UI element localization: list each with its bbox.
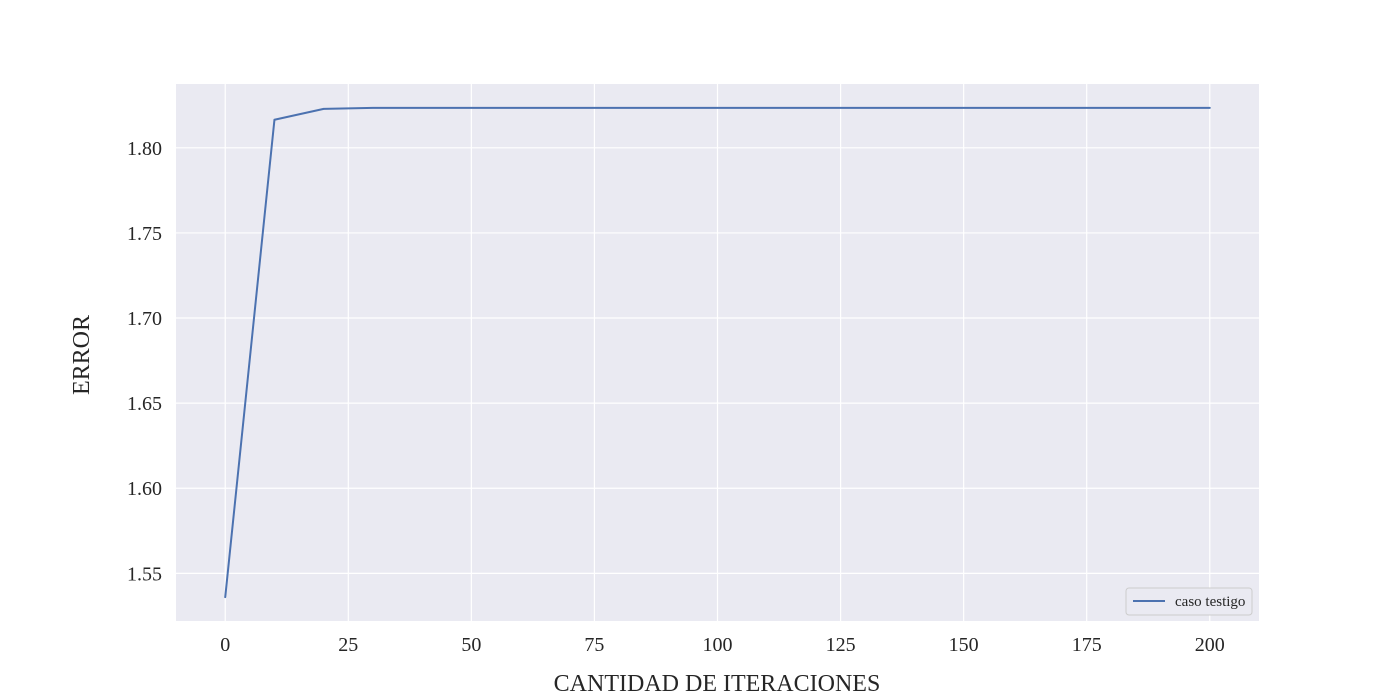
series-layer bbox=[224, 106, 1211, 599]
x-tick-label: 175 bbox=[1072, 634, 1102, 656]
x-tick-label: 150 bbox=[949, 634, 979, 656]
y-tick-label: 1.75 bbox=[127, 223, 162, 245]
legend-label-caso-testigo: caso testigo bbox=[1175, 594, 1245, 610]
series-line-caso-testigo bbox=[224, 106, 1211, 599]
legend: caso testigo bbox=[1125, 587, 1253, 616]
x-gridlines bbox=[224, 84, 1211, 621]
y-axis-title: ERROR bbox=[69, 315, 95, 395]
legend-box bbox=[1125, 587, 1253, 616]
x-tick-label: 100 bbox=[703, 634, 733, 656]
x-tick-label: 125 bbox=[826, 634, 856, 656]
y-gridlines bbox=[176, 147, 1259, 574]
y-tick-label: 1.55 bbox=[127, 563, 162, 585]
y-tick-label: 1.80 bbox=[127, 138, 162, 160]
x-axis-title: CANTIDAD DE ITERACIONES bbox=[554, 671, 881, 697]
x-tick-label: 0 bbox=[220, 634, 230, 656]
x-tick-label: 50 bbox=[461, 634, 481, 656]
y-tick-label: 1.65 bbox=[127, 393, 162, 415]
y-tick-label: 1.60 bbox=[127, 478, 162, 500]
y-tick-label: 1.70 bbox=[127, 308, 162, 330]
y-tick-labels: 1.55 1.60 1.65 1.70 1.75 1.80 bbox=[127, 138, 162, 586]
x-tick-label: 75 bbox=[584, 634, 604, 656]
x-tick-label: 200 bbox=[1195, 634, 1225, 656]
x-tick-labels: 0 25 50 75 100 125 150 175 200 bbox=[220, 634, 1225, 656]
x-tick-label: 25 bbox=[338, 634, 358, 656]
